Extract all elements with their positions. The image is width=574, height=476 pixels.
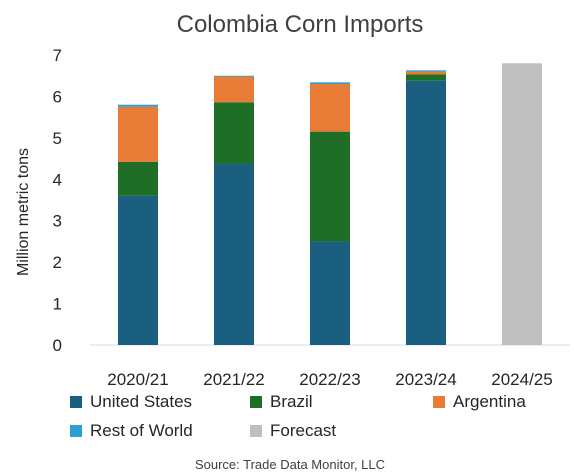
bar-brazil-2020-21 (118, 161, 158, 196)
bar-brazil-2022-23 (310, 131, 350, 242)
bar-united-states-2022-23 (310, 241, 350, 345)
bar-brazil-2021-22 (214, 102, 254, 164)
bar-argentina-2021-22 (214, 76, 254, 103)
legend-swatch (70, 396, 82, 408)
y-tick-label: 6 (53, 87, 62, 106)
y-tick-label: 4 (53, 170, 62, 189)
y-tick-label: 2 (53, 253, 62, 272)
legend-label: Forecast (270, 421, 336, 440)
x-tick-label: 2022/23 (299, 370, 360, 389)
legend-swatch (250, 425, 262, 437)
bar-argentina-2020-21 (118, 106, 158, 162)
y-axis-ticks: 0 1 2 3 4 5 6 7 (53, 46, 62, 355)
bar-argentina-2022-23 (310, 84, 350, 132)
y-axis-label: Million metric tons (15, 148, 32, 276)
y-tick-label: 3 (53, 212, 62, 231)
legend-label: United States (90, 392, 192, 411)
bar-united-states-2023-24 (406, 80, 446, 345)
bar-rest-of-world-2020-21 (118, 104, 158, 107)
x-tick-label: 2023/24 (395, 370, 456, 389)
legend-swatch (250, 396, 262, 408)
x-tick-label: 2021/22 (203, 370, 264, 389)
y-tick-label: 1 (53, 295, 62, 314)
x-tick-label: 2020/21 (107, 370, 168, 389)
bar-rest-of-world-2023-24 (406, 70, 446, 72)
x-axis-ticks: 2020/21 2021/22 2022/23 2023/24 2024/25 (107, 370, 552, 389)
legend-label: Brazil (270, 392, 313, 411)
y-tick-label: 0 (53, 336, 62, 355)
chart-title: Colombia Corn Imports (177, 11, 424, 38)
bar-brazil-2023-24 (406, 74, 446, 81)
legend-label: Rest of World (90, 421, 193, 440)
y-tick-label: 5 (53, 129, 62, 148)
x-tick-label: 2024/25 (491, 370, 552, 389)
y-tick-label: 7 (53, 46, 62, 65)
bar-rest-of-world-2022-23 (310, 82, 350, 84)
bars (118, 63, 542, 346)
legend: United States Brazil Argentina Rest of Worl… (70, 392, 526, 440)
bar-united-states-2020-21 (118, 195, 158, 345)
bar-united-states-2021-22 (214, 163, 254, 345)
legend-swatch (70, 425, 82, 437)
source-note: Source: Trade Data Monitor, LLC (195, 457, 385, 472)
legend-swatch (433, 396, 445, 408)
bar-argentina-2023-24 (406, 71, 446, 75)
bar-rest-of-world-2021-22 (214, 75, 254, 77)
legend-label: Argentina (453, 392, 526, 411)
bar-forecast-2024-25 (502, 63, 542, 346)
